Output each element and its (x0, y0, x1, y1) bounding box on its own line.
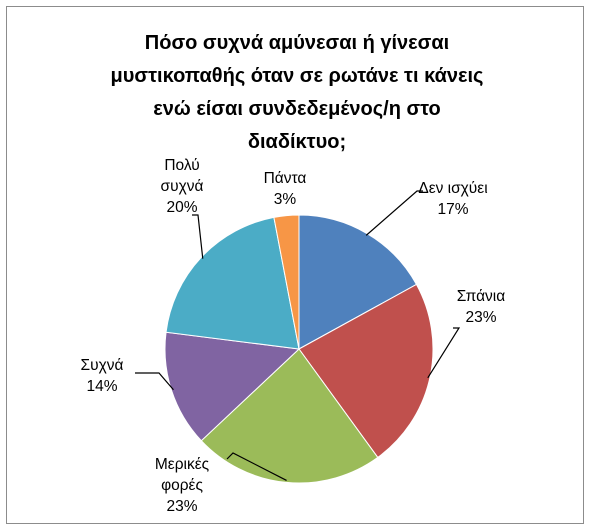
leader-lines (135, 190, 461, 481)
data-label-category: Δεν ισχύει (418, 180, 487, 197)
data-label-value: 14% (86, 378, 117, 395)
data-label-poly-syxna: Πολύ συχνά 20% (161, 157, 204, 216)
pie-slice-merikes-fores (200, 348, 379, 484)
pie-slice-poly-syxna (165, 216, 300, 350)
data-label-spania: Σπάνια 23% (457, 288, 505, 326)
data-label-merikes-fores: Μερικές φορές 23% (155, 456, 209, 515)
chart-title-line-1: Πόσο συχνά αμύνεσαι ή γίνεσαι (145, 32, 449, 54)
leader-line-poly-syxna (192, 214, 204, 259)
pie-chart: Πόσο συχνά αμύνεσαι ή γίνεσαι μυστικοπαθ… (81, 32, 506, 515)
data-label-category: Πάντα (264, 170, 307, 187)
data-label-value: 17% (437, 201, 468, 218)
data-label-value: 23% (465, 309, 496, 326)
chart-frame: Πόσο συχνά αμύνεσαι ή γίνεσαι μυστικοπαθ… (6, 6, 584, 524)
data-labels: Δεν ισχύει 17% Σπάνια 23% Μερικές φορές 23% Συχ… (81, 157, 506, 515)
pie-slices (164, 214, 434, 484)
data-label-category: συχνά (161, 178, 204, 195)
chart-title-line-3: ενώ είσαι συνδεδεμένος/η στο (153, 98, 441, 120)
leader-line-syxna (135, 372, 174, 391)
data-label-category: Συχνά (81, 357, 124, 374)
data-label-value: 20% (166, 199, 197, 216)
chart-title: Πόσο συχνά αμύνεσαι ή γίνεσαι μυστικοπαθ… (111, 32, 484, 153)
pie-slice-den-isxyei (298, 214, 418, 350)
leader-line-merikes-fores (226, 452, 287, 481)
data-label-syxna: Συχνά 14% (81, 357, 124, 395)
pie-slice-syxna (164, 331, 301, 442)
data-label-category: φορές (161, 477, 203, 494)
data-label-category: Μερικές (155, 456, 209, 473)
data-label-value: 23% (166, 498, 197, 515)
pie-slice-panta (273, 214, 300, 350)
pie-slice-spania (298, 283, 434, 459)
leader-line-spania (427, 327, 461, 379)
data-label-den-isxyei: Δεν ισχύει 17% (418, 180, 487, 218)
chart-title-line-4: διαδίκτυο; (248, 131, 346, 153)
chart-title-line-2: μυστικοπαθής όταν σε ρωτάνε τι κάνεις (111, 65, 484, 87)
data-label-panta: Πάντα 3% (264, 170, 307, 208)
data-label-category: Πολύ (164, 157, 199, 174)
data-label-category: Σπάνια (457, 288, 505, 305)
leader-line-den-isxyei (365, 190, 423, 236)
data-label-value: 3% (274, 191, 297, 208)
